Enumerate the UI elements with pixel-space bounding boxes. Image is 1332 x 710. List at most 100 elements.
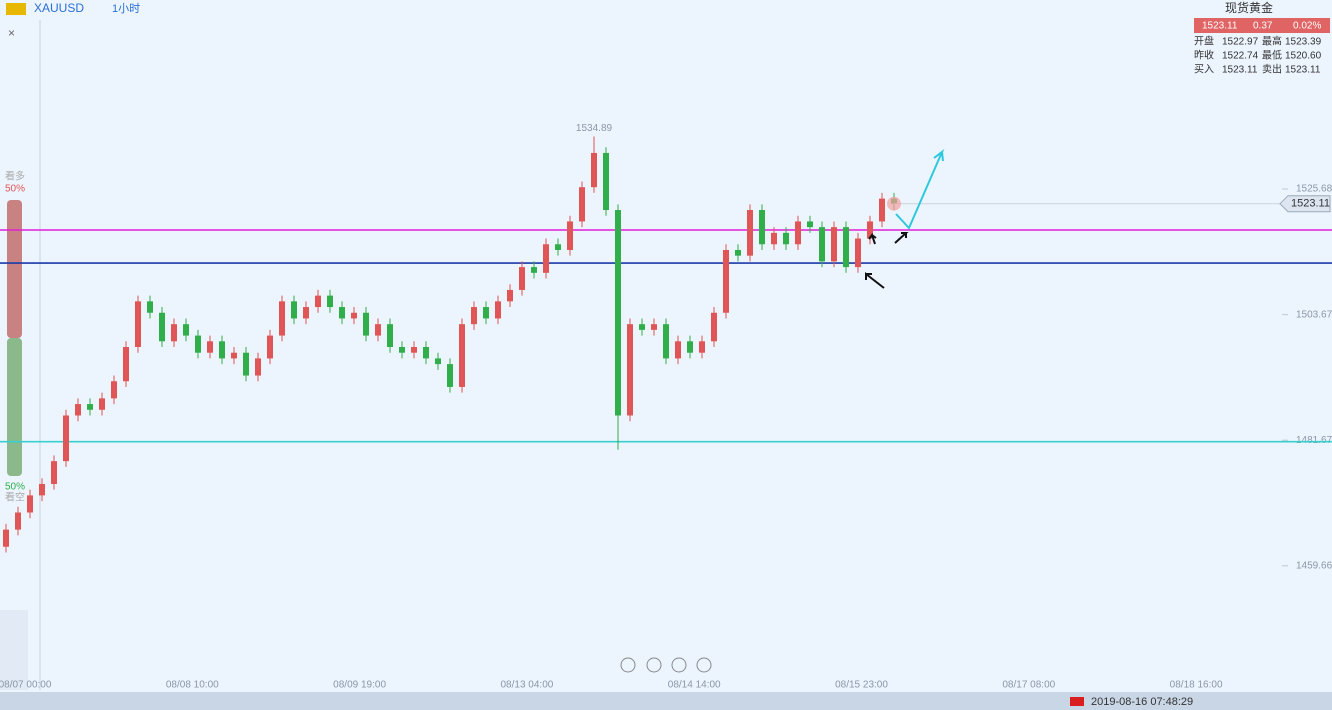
- candle-body: [723, 249, 729, 313]
- candle-body: [267, 335, 273, 359]
- candle-body: [243, 352, 249, 376]
- candle-body: [675, 341, 681, 359]
- candle-body: [735, 249, 741, 256]
- candle-body: [303, 307, 309, 319]
- candle-body: [183, 324, 189, 336]
- quote-field: 1523.39: [1285, 37, 1322, 48]
- x-tick-label: 08/17 08:00: [1002, 680, 1055, 691]
- candle-body: [351, 312, 357, 319]
- quote-field: 1523.11: [1285, 65, 1321, 76]
- candle-body: [255, 358, 261, 376]
- tool-panel[interactable]: [0, 610, 28, 690]
- candle-body: [195, 335, 201, 353]
- candle-body: [711, 312, 717, 342]
- candle-body: [507, 289, 513, 302]
- candle-body: [87, 404, 93, 410]
- x-tick-label: 08/18 16:00: [1170, 680, 1223, 691]
- candle-body: [783, 232, 789, 245]
- candle-body: [387, 324, 393, 347]
- symbol-icon: [6, 3, 26, 15]
- candle-body: [843, 227, 849, 268]
- candle-body: [411, 346, 417, 353]
- y-tick-label: 1481.67: [1296, 435, 1332, 446]
- close-button[interactable]: ×: [8, 26, 15, 40]
- symbol[interactable]: XAUUSD: [34, 1, 84, 15]
- quote-field: 最高: [1262, 35, 1282, 48]
- quote-field: 1522.97: [1222, 37, 1259, 48]
- candle-body: [399, 346, 405, 353]
- candle-body: [111, 381, 117, 399]
- x-tick-label: 08/09 19:00: [333, 680, 386, 691]
- candle-body: [663, 324, 669, 359]
- candle-body: [171, 324, 177, 342]
- candle-body: [531, 267, 537, 273]
- candle-body: [327, 295, 333, 308]
- plot: 1459.66 1481.67 1503.67 1525.68 08/07 00:00 0…: [0, 123, 1332, 691]
- candle-body: [855, 238, 861, 268]
- y-tick-label: 1459.66: [1296, 560, 1332, 571]
- quote-field: 买入: [1194, 64, 1214, 76]
- candle-body: [207, 341, 213, 353]
- sentiment-bottom-pct: 50%: [5, 482, 25, 493]
- y-tick-label: 1503.67: [1296, 309, 1332, 320]
- zoom-out[interactable]: [620, 657, 636, 673]
- candle-body: [471, 307, 477, 325]
- prev[interactable]: [646, 657, 662, 673]
- candle-body: [459, 324, 465, 387]
- x-tick-label: 08/15 23:00: [835, 680, 888, 691]
- quote-rows: 开盘 1522.97 最高 1523.39 昨收 1522.74 最低 1520.60 买入 15…: [1194, 35, 1322, 76]
- candle-body: [519, 267, 525, 290]
- last-price-dot: [887, 196, 901, 211]
- candle-body: [291, 301, 297, 319]
- last-price-label: 1523.11: [1291, 198, 1330, 210]
- high-label: 1534.89: [576, 123, 613, 134]
- candle-body: [867, 221, 873, 239]
- candle-body: [651, 324, 657, 330]
- candle-body: [627, 324, 633, 416]
- x-tick-label: 08/13 04:00: [500, 680, 553, 691]
- quote-field: 1520.60: [1285, 51, 1322, 62]
- candle-body: [315, 295, 321, 308]
- candle-body: [687, 341, 693, 353]
- candle-body: [75, 404, 81, 416]
- flag: [1070, 697, 1084, 706]
- candle-body: [219, 341, 225, 359]
- quote-field: 1523.11: [1222, 65, 1258, 76]
- candle-body: [423, 346, 429, 359]
- quote-field: 最低: [1262, 49, 1282, 62]
- candle-body: [375, 324, 381, 336]
- candle-body: [579, 187, 585, 222]
- candle-body: [543, 244, 549, 273]
- candle-body: [747, 210, 753, 256]
- x-tick-label: 08/14 14:00: [668, 680, 721, 691]
- next[interactable]: [671, 657, 687, 673]
- candle-body: [567, 221, 573, 250]
- candle-body: [3, 529, 9, 547]
- quote-field: 1522.74: [1222, 51, 1259, 62]
- arrow: [894, 232, 909, 244]
- quote-field: 昨收: [1194, 49, 1214, 62]
- quote-last: 1523.11: [1202, 21, 1238, 32]
- candle-body: [435, 358, 441, 365]
- sentiment-top-pct: 50%: [5, 184, 25, 195]
- zoom-in[interactable]: [696, 657, 712, 673]
- interval[interactable]: 1小时: [112, 2, 140, 15]
- nav-buttons[interactable]: [620, 657, 712, 673]
- quote-change-pct: 0.02%: [1293, 21, 1321, 32]
- candle-body: [99, 398, 105, 410]
- status-bar: [0, 692, 1332, 710]
- candle-body: [363, 312, 369, 336]
- sentiment-top-label: 看多: [5, 170, 25, 183]
- candle-body: [831, 227, 837, 262]
- candle-body: [339, 307, 345, 319]
- candle-body: [159, 312, 165, 342]
- sentiment-bull-bar: [7, 200, 22, 338]
- arrow: [868, 232, 877, 245]
- datetime: 2019-08-16 07:48:29: [1091, 696, 1193, 708]
- x-tick-label: 08/07 00:00: [0, 680, 52, 691]
- quote-change: 0.37: [1253, 21, 1273, 32]
- quote-field: 卖出: [1262, 63, 1282, 76]
- arrow: [865, 271, 885, 289]
